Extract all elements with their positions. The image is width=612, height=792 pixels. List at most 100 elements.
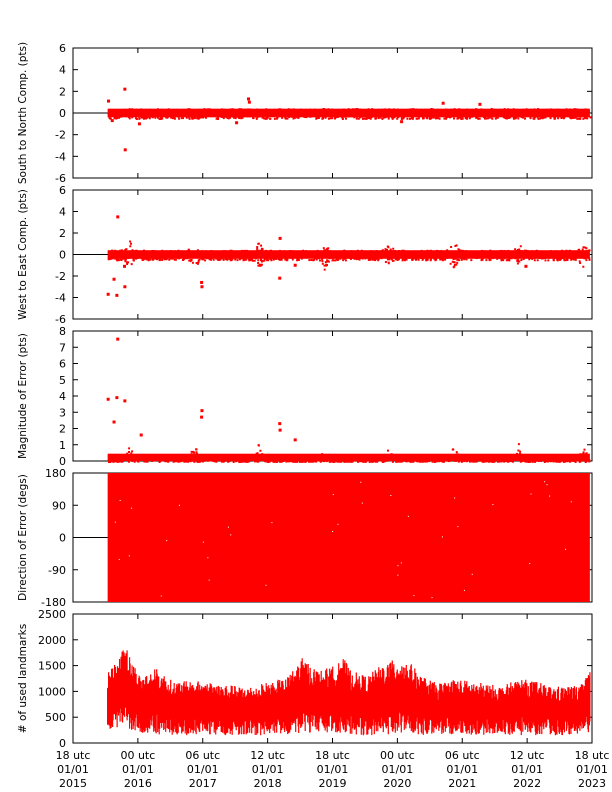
outlier-point <box>441 101 445 105</box>
x-tick-label-line: 18 utc <box>315 749 350 762</box>
direction-scatter-fill <box>107 473 590 602</box>
outlier-point <box>115 396 119 400</box>
data-gap <box>397 574 399 576</box>
x-tick-label-line: 06 utc <box>185 749 220 762</box>
y-tick-label: 8 <box>59 325 66 338</box>
y-tick-label: 6 <box>59 184 66 197</box>
y-tick-label: 1 <box>59 439 66 452</box>
data-gap <box>431 597 433 599</box>
data-gap <box>114 521 116 523</box>
outlier-point <box>115 293 119 297</box>
y-tick-label: 0 <box>59 107 66 120</box>
data-gap <box>397 565 399 567</box>
data-gap <box>227 526 229 528</box>
data-gap <box>407 515 409 517</box>
data-gap <box>463 589 465 591</box>
outlier-point <box>107 99 111 103</box>
outlier-point <box>112 420 116 424</box>
x-tick-label-line: 18 utc <box>56 749 91 762</box>
outlier-point <box>200 415 204 419</box>
data-gap <box>178 504 180 506</box>
y-tick-label: 6 <box>59 358 66 371</box>
x-tick-label-line: 2015 <box>59 777 87 790</box>
data-gap <box>549 495 551 497</box>
data-gap <box>565 548 567 550</box>
y-axis-label: Magnitude of Error (pts) <box>17 333 29 459</box>
y-tick-label: -4 <box>55 150 66 163</box>
outlier-point <box>123 148 127 152</box>
outlier-point <box>246 97 250 101</box>
x-tick-label-line: 01/01 <box>317 763 349 776</box>
y-tick-label: 5 <box>59 374 66 387</box>
outlier-point <box>258 263 262 267</box>
y-tick-label: 0 <box>59 249 66 262</box>
data-gap <box>390 495 392 497</box>
y-tick-label: 0 <box>59 532 66 545</box>
data-gap <box>166 540 168 542</box>
data-gap <box>271 522 273 524</box>
y-tick-label: -180 <box>41 596 66 609</box>
data-gap <box>230 534 232 536</box>
data-gap <box>454 497 456 499</box>
y-tick-label: 4 <box>59 206 66 219</box>
x-tick-label-line: 01/01 <box>252 763 284 776</box>
y-tick-label: 2 <box>59 227 66 240</box>
x-tick-label-line: 01/01 <box>446 763 478 776</box>
x-tick-label-line: 01/01 <box>576 763 608 776</box>
data-gap <box>332 494 334 496</box>
y-axis-label: # of used landmarks <box>17 624 29 733</box>
data-gap <box>400 562 402 564</box>
jitter-points <box>107 240 591 271</box>
data-gap <box>360 481 362 483</box>
data-gap <box>131 507 133 509</box>
outlier-point <box>123 399 127 403</box>
panel-direction: 180 90 0 -90 -180 Direction of Error (degs) <box>17 467 593 609</box>
x-tick-label-line: 01/01 <box>382 763 414 776</box>
x-tick-label-line: 00 utc <box>120 749 155 762</box>
data-gap <box>471 573 473 575</box>
x-tick-label-line: 01/01 <box>122 763 154 776</box>
data-gap <box>202 541 204 543</box>
y-tick-label: 7 <box>59 341 66 354</box>
y-tick-label: -90 <box>48 564 66 577</box>
y-tick-label: 1500 <box>38 660 66 673</box>
jitter-points <box>108 443 591 463</box>
y-tick-label: -2 <box>55 270 66 283</box>
outlier-point <box>247 100 251 104</box>
data-series <box>107 473 590 602</box>
data-series <box>107 240 591 271</box>
data-gap <box>160 595 162 597</box>
data-gap <box>361 502 363 504</box>
outlier-point <box>400 120 404 124</box>
data-gap <box>265 584 267 586</box>
data-gap <box>207 557 209 559</box>
y-tick-label: 2 <box>59 85 66 98</box>
outlier-point <box>200 409 204 413</box>
outlier-point <box>116 215 120 219</box>
outlier-point <box>200 285 204 289</box>
x-tick-label-line: 2022 <box>513 777 541 790</box>
x-tick-label-line: 2016 <box>124 777 152 790</box>
outlier-point <box>278 276 282 280</box>
outlier-point <box>106 397 110 401</box>
x-tick-label-line: 01/01 <box>187 763 219 776</box>
outlier-point <box>293 438 297 442</box>
y-tick-label: 0 <box>59 737 66 750</box>
y-tick-label: 0 <box>59 455 66 468</box>
data-gap <box>441 536 443 538</box>
data-gap <box>529 563 531 565</box>
y-tick-label: 6 <box>59 42 66 55</box>
y-tick-label: 500 <box>45 711 66 724</box>
y-tick-label: -4 <box>55 292 66 305</box>
x-tick-label-line: 06 utc <box>445 749 480 762</box>
outlier-point <box>293 263 297 267</box>
y-tick-label: 2 <box>59 423 66 436</box>
y-tick-label: 180 <box>45 467 66 480</box>
